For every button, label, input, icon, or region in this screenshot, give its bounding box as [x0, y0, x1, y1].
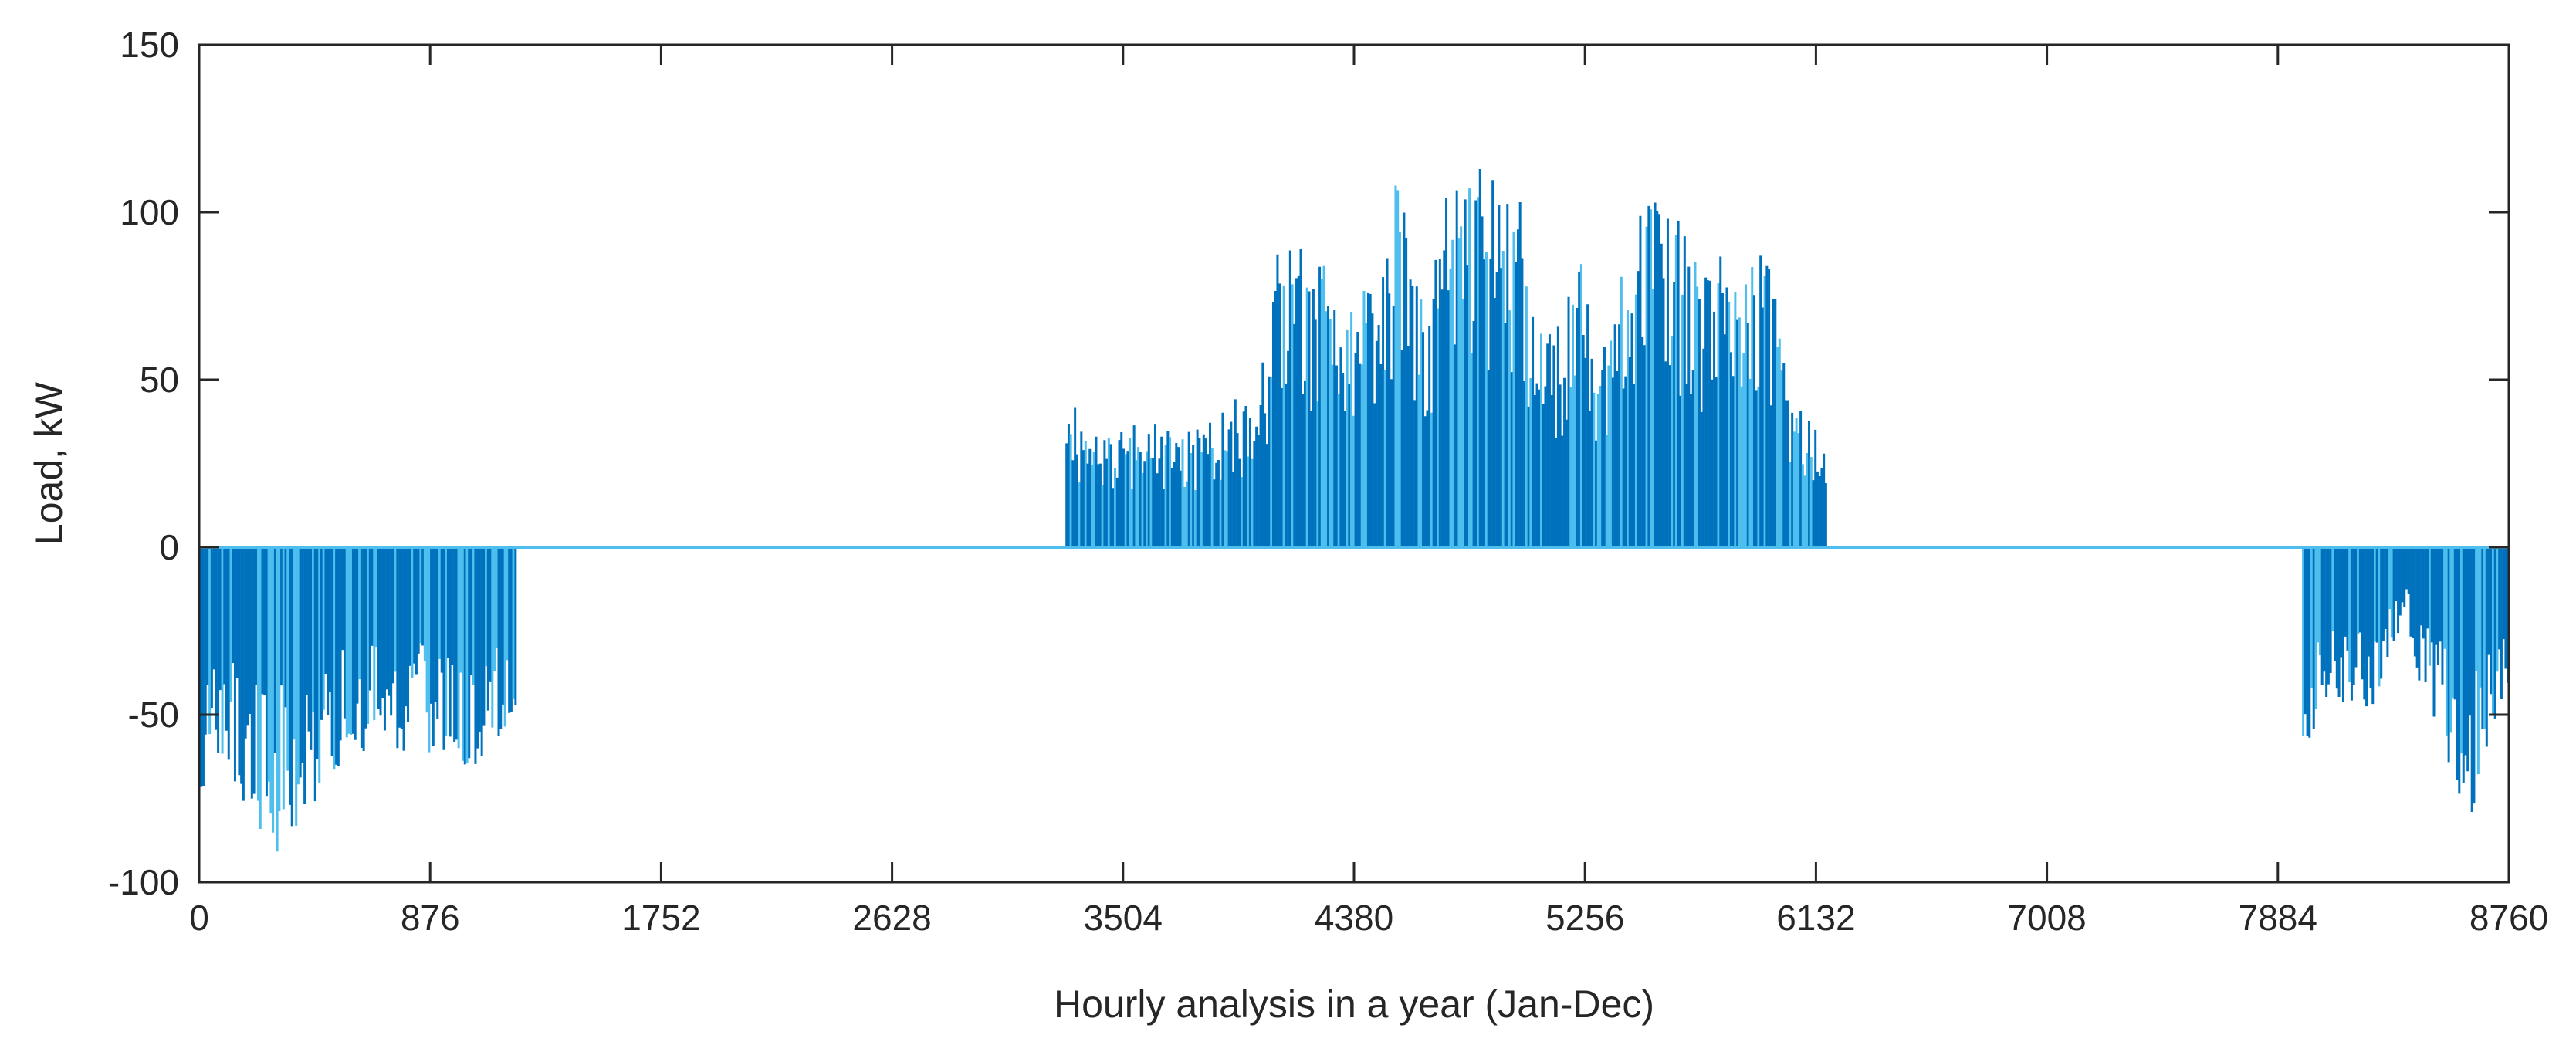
y-tick-label: 50: [140, 360, 179, 400]
x-tick-label: 5256: [1545, 898, 1624, 938]
x-axis-label: Hourly analysis in a year (Jan-Dec): [1054, 983, 1654, 1026]
y-tick-label: -100: [108, 862, 179, 902]
y-axis-ticks: -100 -50 0 50 100 150: [108, 25, 2509, 902]
bar-group-heating-nov-dec: [2302, 547, 2510, 813]
bar-group-heating-jan-feb: [198, 547, 517, 852]
x-tick-label: 8760: [2469, 898, 2548, 938]
x-tick-label: 7008: [2007, 898, 2086, 938]
x-tick-label: 1752: [621, 898, 700, 938]
y-axis-label: Load, kW: [27, 381, 70, 545]
x-tick-label: 4380: [1315, 898, 1393, 938]
bar-group-cooling-may-sep: [1065, 168, 1827, 547]
x-tick-label: 3504: [1084, 898, 1163, 938]
x-tick-label: 876: [401, 898, 460, 938]
y-tick-label: 100: [120, 192, 179, 232]
y-tick-label: -50: [128, 695, 179, 735]
x-tick-label: 6132: [1776, 898, 1855, 938]
x-tick-label: 7884: [2239, 898, 2317, 938]
x-tick-label: 2628: [852, 898, 931, 938]
x-tick-label: 0: [189, 898, 209, 938]
load-bars: [198, 168, 2510, 852]
y-tick-label: 150: [120, 25, 179, 65]
x-axis-ticks: 0 876 1752 2628 3504 4380 5256 6132 7008 7884 8760: [189, 45, 2548, 938]
y-tick-label: 0: [159, 527, 179, 567]
